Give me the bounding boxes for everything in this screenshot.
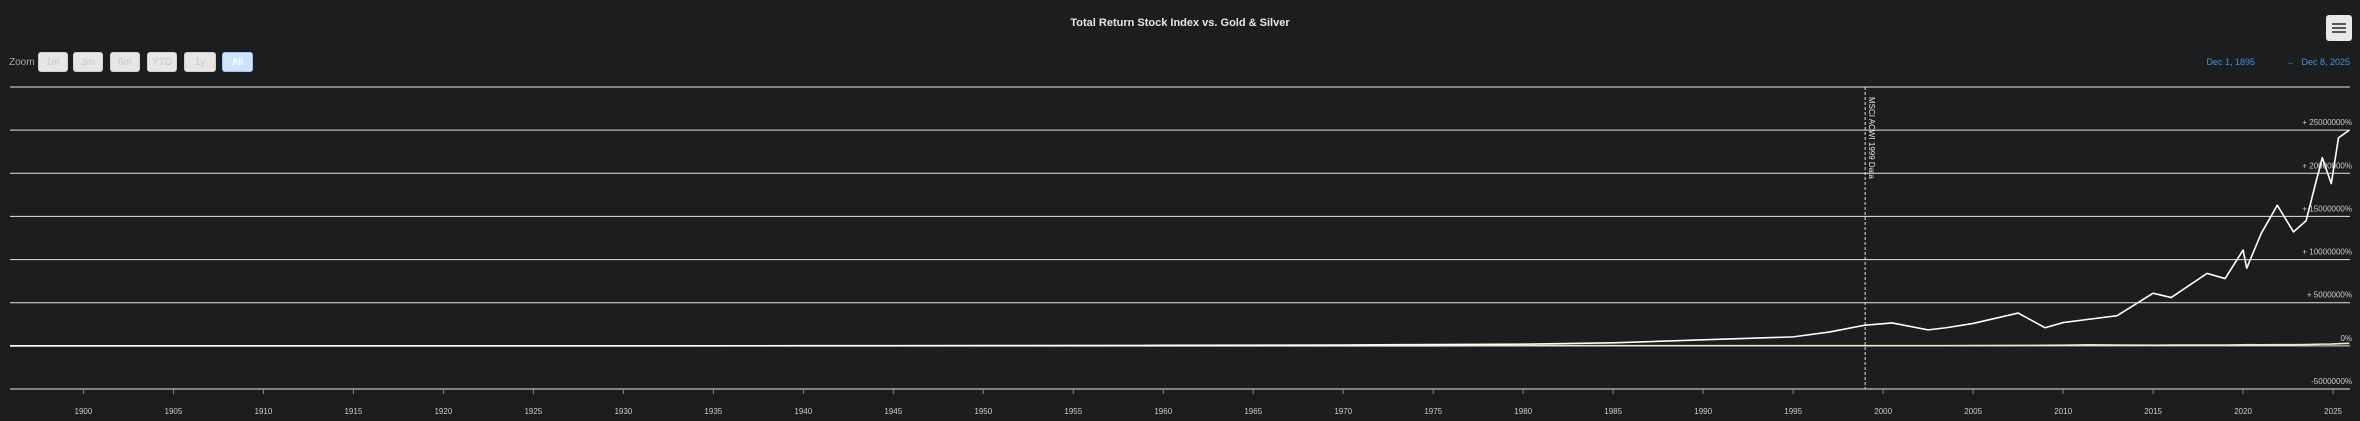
y-tick-label: + 15000000% [2302,204,2352,213]
chart-title: Total Return Stock Index vs. Gold & Silv… [1070,17,1290,29]
date-range-to: Dec 8, 2025 [2301,57,2350,67]
x-tick-label: 1925 [524,407,542,416]
x-tick-label: 1905 [165,407,183,416]
x-tick-label: 1915 [344,407,362,416]
y-tick-label: + 20000000% [2302,161,2352,170]
x-tick-label: 1965 [1244,407,1262,416]
menu-button[interactable] [2326,15,2352,41]
x-tick-label: 2000 [1874,407,1892,416]
date-range-separator: → [2286,57,2295,67]
zoom-button[interactable]: All [222,52,253,72]
x-tick-label: 1935 [704,407,722,416]
x-tick-label: 1980 [1514,407,1532,416]
x-tick-label: 1960 [1154,407,1172,416]
x-tick-label: 1910 [255,407,273,416]
x-tick-label: 1995 [1784,407,1802,416]
series-line [9,129,2350,347]
zoom-button[interactable]: 1y [184,52,216,72]
date-range-from: Dec 1, 1895 [2206,57,2255,67]
y-tick-label: + 25000000% [2302,118,2352,127]
x-tick-label: 1950 [974,407,992,416]
y-tick-label: 0% [2340,334,2352,343]
x-tick-label: 2015 [2144,407,2162,416]
x-tick-label: 2005 [1964,407,1982,416]
x-tick-label: 2020 [2234,407,2252,416]
x-tick-label: 1985 [1604,407,1622,416]
x-tick-label: 1970 [1334,407,1352,416]
x-tick-label: 1940 [794,407,812,416]
zoom-button[interactable]: 6m [110,52,140,72]
x-tick-label: 1975 [1424,407,1442,416]
x-tick-label: 2010 [2054,407,2072,416]
y-tick-label: + 5000000% [2307,291,2352,300]
x-tick-label: 1955 [1064,407,1082,416]
zoom-button[interactable]: 3m [73,52,103,72]
y-tick-label: -5000000% [2311,377,2352,386]
annotation-label: MSCI ACWI 1999 Data [1867,97,1876,179]
zoom-button[interactable]: YTD [147,52,177,72]
x-tick-label: 2025 [2324,407,2342,416]
x-tick-label: 1945 [884,407,902,416]
zoom-label: Zoom [9,57,35,68]
x-tick-label: 1930 [614,407,632,416]
y-tick-label: + 10000000% [2302,248,2352,257]
x-tick-label: 1900 [75,407,93,416]
x-tick-label: 1990 [1694,407,1712,416]
x-tick-label: 1920 [434,407,452,416]
zoom-button[interactable]: 1m [38,52,68,72]
